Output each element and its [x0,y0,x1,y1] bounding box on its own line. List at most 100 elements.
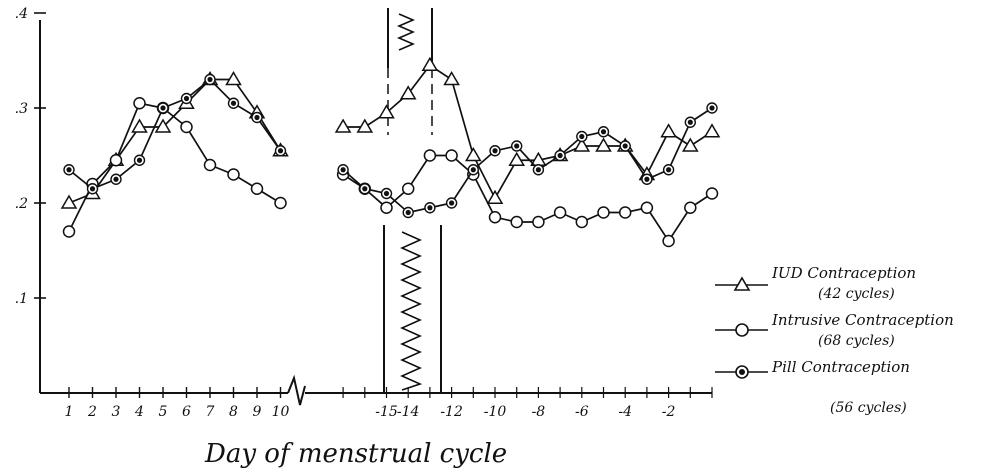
data-point-dot-center [579,133,585,140]
data-point-circle [510,215,523,229]
data-point-dot-center [230,100,237,106]
legend-item-intrusive: Intrusive Contraception (68 cycles) [715,311,954,349]
data-point-circle [250,182,264,195]
data-point-dot-center [622,143,628,149]
series-line [68,78,282,190]
data-point-circle [380,201,393,214]
series-layer [60,56,721,248]
data-point-triangle [131,118,148,133]
data-point-circle [705,187,719,200]
data-point-triangle [225,71,242,86]
data-point-circle [109,154,123,167]
x-ticks: 1 2 3 4 5 6 7 8 9 10 -15 -14 -12 -10 -8 -6 -4 -2 [65,387,713,420]
data-point-dot-center [113,176,119,182]
y-tick-label: .3 [15,101,28,117]
data-point-circle [640,201,654,214]
y-tick-label: .1 [15,291,28,307]
x-tick-label: 2 [87,404,97,420]
data-point-circle [445,149,458,162]
svg-text:(68 cycles): (68 cycles) [818,333,895,349]
data-point-dot-center [427,205,433,211]
x-tick-label: -12 [440,404,463,420]
data-point-circle [62,225,76,238]
data-point-dot-center [277,148,284,154]
data-point-circle [274,196,287,210]
data-point-triangle [681,137,699,152]
data-point-triangle [703,123,721,138]
y-tick-label: .2 [15,196,28,212]
x-tick-label: 5 [159,404,168,420]
x-tick-label: 7 [206,404,215,420]
data-point-triangle [486,189,504,204]
data-point-triangle [464,147,482,162]
data-point-dot-center [557,152,563,159]
x-tick-label: -4 [618,404,632,420]
data-point-triangle [378,104,395,119]
data-point-triangle [356,118,374,133]
data-point-circle [532,215,545,229]
x-tick-label: -10 [484,404,507,420]
data-point-triangle [334,118,352,133]
x-tick-label: -8 [532,404,546,420]
series-line [68,78,282,204]
series-2 [63,73,718,219]
data-point-dot-center [89,186,96,192]
x-tick-label: -15 [375,404,398,420]
x-tick-label: 8 [229,404,238,420]
data-point-dot-center [470,167,476,173]
data-point-dot-center [340,167,346,173]
circle-marker-icon [735,323,749,337]
data-point-triangle [443,71,460,86]
data-point-circle [227,168,240,181]
x-tick-label: 10 [272,404,290,420]
data-point-circle [488,211,502,224]
legend-item-pill: Pill Contraception (56 cycles) [715,358,910,416]
legend: IUD Contraception (42 cycles) Intrusive … [715,264,954,416]
y-tick-label: .4 [15,6,28,22]
data-point-circle [597,206,610,219]
data-point-triangle [573,137,591,152]
data-point-dot-center [254,114,260,121]
data-point-circle [575,215,589,229]
data-point-triangle [154,118,172,133]
data-point-dot-center [66,167,72,173]
x-tick-label: 6 [182,404,191,420]
data-point-triangle [508,151,526,166]
series-1 [62,97,719,248]
svg-text:(56 cycles): (56 cycles) [830,400,907,416]
data-point-circle [553,206,567,219]
svg-text:IUD Contraception: IUD Contraception [771,264,916,282]
x-tick-label: 1 [65,404,74,420]
data-point-circle [180,120,193,134]
series-line [342,154,713,243]
data-point-circle [401,182,415,195]
axis-break [287,374,306,406]
x-tick-label: -14 [397,404,420,420]
data-point-circle [423,149,437,162]
data-point-circle [662,234,675,248]
data-point-dot-center [405,209,411,216]
data-point-circle [133,97,146,110]
y-ticks: .4 .3 .2 .1 [15,6,46,307]
data-point-circle [684,201,697,214]
zigzag-top [396,13,416,51]
data-point-dot-center [644,176,650,182]
legend-item-iud: IUD Contraception (42 cycles) [715,264,916,302]
data-point-dot-center [492,148,498,154]
data-point-dot-center [514,143,520,149]
data-point-triangle [421,56,439,71]
svg-text:Pill Contraception: Pill Contraception [771,358,910,376]
x-axis-label: Day of menstrual cycle [204,439,507,469]
data-point-dot-center [600,129,607,135]
series-0 [60,56,721,209]
data-point-dot-center [383,190,390,197]
svg-text:Intrusive Contraception: Intrusive Contraception [771,311,954,329]
x-tick-label: -2 [662,404,676,420]
x-tick-label: -6 [575,404,589,420]
data-point-dot-center [362,186,368,192]
x-tick-label: 3 [112,404,121,420]
data-point-circle [618,206,632,219]
data-point-dot-center [666,167,672,173]
zigzag-bottom [400,231,423,391]
x-tick-label: 9 [253,404,262,420]
